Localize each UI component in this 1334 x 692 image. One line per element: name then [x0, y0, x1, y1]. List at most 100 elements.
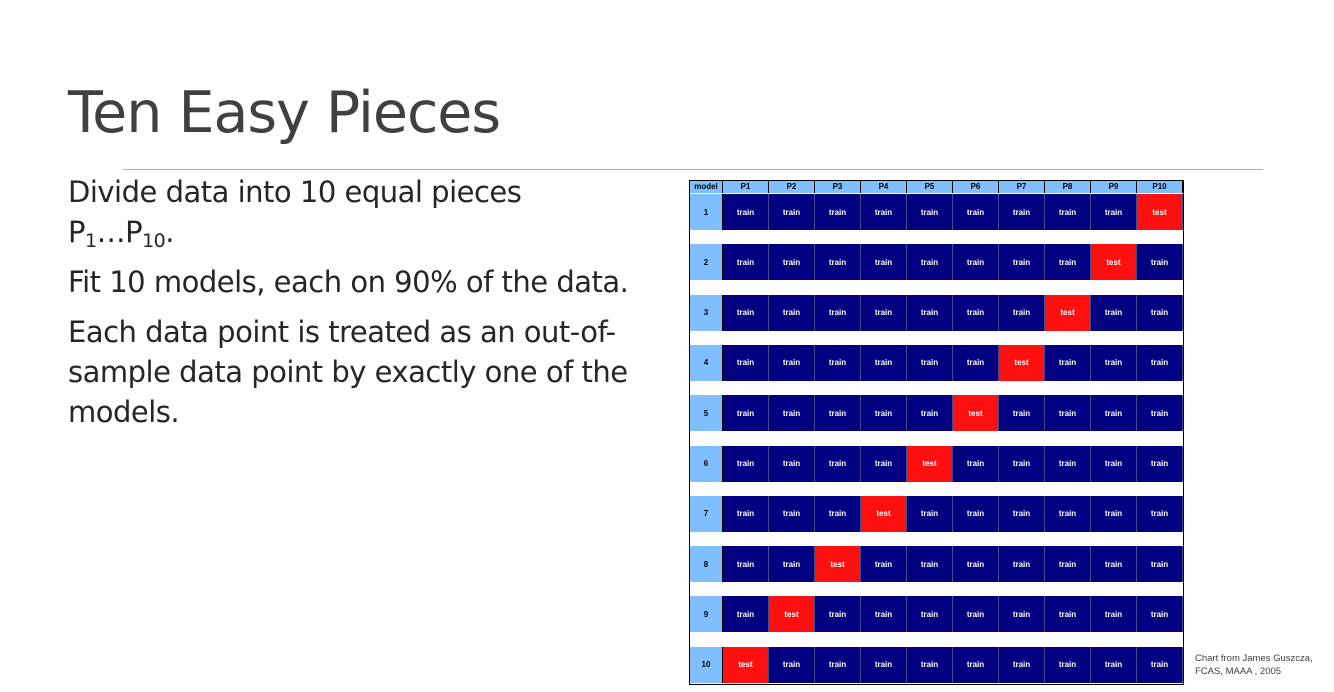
cell-train-m2-p8: train	[1045, 244, 1091, 281]
cell-train-m10-p3: train	[815, 646, 861, 683]
header-p10: P10	[1137, 181, 1183, 193]
bullet-divide-data-text: Divide data into 10 equal pieces	[68, 175, 522, 209]
cell-train-m6-p10: train	[1137, 445, 1183, 482]
cell-train-m1-p9: train	[1091, 194, 1137, 230]
cell-train-m8-p2: train	[769, 546, 815, 583]
cell-train-m8-p10: train	[1137, 546, 1183, 583]
cell-test-m7-p4: test	[861, 495, 907, 532]
piece-subscript-10: 10	[142, 230, 166, 252]
header-p9: P9	[1091, 181, 1137, 193]
cell-train-m10-p9: train	[1091, 646, 1137, 683]
slide-body: Divide data into 10 equal pieces P1…P10.…	[68, 172, 678, 442]
cell-test-m4-p7: test	[999, 344, 1045, 381]
cell-train-m7-p8: train	[1045, 495, 1091, 532]
model-number-6: 6	[690, 445, 723, 482]
cell-train-m8-p5: train	[907, 546, 953, 583]
cell-train-m10-p6: train	[953, 646, 999, 683]
model-number-9: 9	[690, 596, 723, 633]
cell-train-m1-p1: train	[723, 194, 769, 230]
cell-train-m10-p4: train	[861, 646, 907, 683]
cell-train-m7-p9: train	[1091, 495, 1137, 532]
model-number-7: 7	[690, 495, 723, 532]
cell-train-m4-p9: train	[1091, 344, 1137, 381]
cell-train-m9-p7: train	[999, 596, 1045, 633]
header-p3: P3	[815, 181, 861, 193]
cell-train-m4-p5: train	[907, 344, 953, 381]
header-p8: P8	[1045, 181, 1091, 193]
cell-train-m6-p2: train	[769, 445, 815, 482]
cell-train-m5-p9: train	[1091, 395, 1137, 432]
cell-test-m9-p2: test	[769, 596, 815, 633]
piece-label-ellipsis: …P	[96, 215, 143, 249]
cell-train-m3-p2: train	[769, 294, 815, 331]
cell-train-m2-p10: train	[1137, 244, 1183, 281]
cell-train-m1-p6: train	[953, 194, 999, 230]
cell-train-m1-p8: train	[1045, 194, 1091, 230]
cell-train-m4-p10: train	[1137, 344, 1183, 381]
cell-train-m6-p7: train	[999, 445, 1045, 482]
cell-train-m2-p3: train	[815, 244, 861, 281]
model-number-1: 1	[690, 194, 723, 230]
header-model: model	[690, 181, 723, 193]
cell-train-m5-p8: train	[1045, 395, 1091, 432]
cell-train-m1-p4: train	[861, 194, 907, 230]
cell-train-m3-p7: train	[999, 294, 1045, 331]
cell-train-m1-p2: train	[769, 194, 815, 230]
cell-train-m8-p9: train	[1091, 546, 1137, 583]
cell-train-m6-p3: train	[815, 445, 861, 482]
cell-train-m5-p3: train	[815, 395, 861, 432]
cell-train-m9-p8: train	[1045, 596, 1091, 633]
model-number-3: 3	[690, 294, 723, 331]
cell-train-m5-p4: train	[861, 395, 907, 432]
cell-train-m5-p10: train	[1137, 395, 1183, 432]
cell-train-m8-p8: train	[1045, 546, 1091, 583]
cell-train-m6-p9: train	[1091, 445, 1137, 482]
model-number-4: 4	[690, 344, 723, 381]
model-number-5: 5	[690, 395, 723, 432]
cell-train-m2-p2: train	[769, 244, 815, 281]
cell-train-m7-p1: train	[723, 495, 769, 532]
bullet-fit-models: Fit 10 models, each on 90% of the data.	[68, 265, 629, 299]
cell-test-m10-p1: test	[723, 646, 769, 683]
cell-train-m7-p2: train	[769, 495, 815, 532]
header-p7: P7	[999, 181, 1045, 193]
cell-train-m3-p1: train	[723, 294, 769, 331]
cell-train-m4-p3: train	[815, 344, 861, 381]
cell-train-m4-p2: train	[769, 344, 815, 381]
header-p4: P4	[861, 181, 907, 193]
cell-test-m1-p10: test	[1137, 194, 1183, 230]
cell-train-m5-p2: train	[769, 395, 815, 432]
cell-test-m6-p5: test	[907, 445, 953, 482]
cell-train-m7-p10: train	[1137, 495, 1183, 532]
cell-train-m6-p4: train	[861, 445, 907, 482]
cell-train-m3-p3: train	[815, 294, 861, 331]
cell-train-m9-p5: train	[907, 596, 953, 633]
cell-train-m3-p5: train	[907, 294, 953, 331]
cell-test-m5-p6: test	[953, 395, 999, 432]
slide-title: Ten Easy Pieces	[68, 80, 501, 146]
piece-label-end: .	[165, 215, 174, 249]
header-p5: P5	[907, 181, 953, 193]
cell-train-m1-p3: train	[815, 194, 861, 230]
cell-train-m9-p6: train	[953, 596, 999, 633]
cell-train-m2-p7: train	[999, 244, 1045, 281]
cell-train-m9-p1: train	[723, 596, 769, 633]
cell-train-m2-p4: train	[861, 244, 907, 281]
cell-test-m8-p3: test	[815, 546, 861, 583]
cell-train-m3-p4: train	[861, 294, 907, 331]
bullet-divide-data: Divide data into 10 equal pieces P1…P10.	[68, 172, 678, 252]
cell-train-m2-p1: train	[723, 244, 769, 281]
cell-train-m3-p9: train	[1091, 294, 1137, 331]
header-p2: P2	[769, 181, 815, 193]
cell-train-m7-p5: train	[907, 495, 953, 532]
header-p6: P6	[953, 181, 999, 193]
cell-train-m4-p8: train	[1045, 344, 1091, 381]
cell-train-m10-p8: train	[1045, 646, 1091, 683]
cell-train-m6-p8: train	[1045, 445, 1091, 482]
bullet-out-of-sample: Each data point is treated as an out-of-…	[68, 315, 628, 429]
chart-credit: Chart from James Guszcza, FCAS, MAAA , 2…	[1195, 653, 1313, 677]
cross-validation-grid: model P1 P2 P3 P4 P5 P6 P7 P8 P9 P10 1 train train tra…	[689, 180, 1184, 685]
cell-train-m9-p3: train	[815, 596, 861, 633]
cell-train-m2-p6: train	[953, 244, 999, 281]
cell-train-m5-p1: train	[723, 395, 769, 432]
